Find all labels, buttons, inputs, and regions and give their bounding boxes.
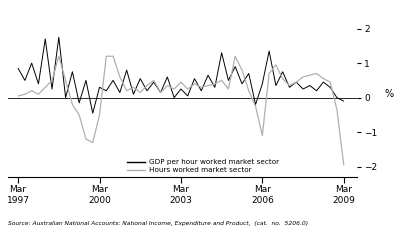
Legend: GDP per hour worked market sector, Hours worked market sector: GDP per hour worked market sector, Hours…	[127, 159, 279, 173]
Text: Source: Australian National Accounts: National Income, Expenditure and Product, : Source: Australian National Accounts: Na…	[8, 221, 308, 226]
Y-axis label: %: %	[384, 89, 393, 99]
